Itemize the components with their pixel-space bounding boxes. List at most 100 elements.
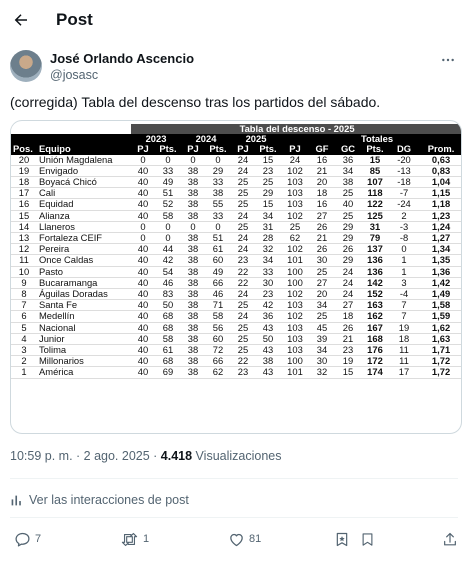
team-name-cell: Medellín bbox=[37, 310, 131, 323]
divider bbox=[10, 478, 458, 479]
table-cell: 83 bbox=[155, 288, 181, 301]
table-cell: 30 bbox=[255, 277, 281, 290]
relegation-table: Tabla del descenso - 2025 2023 2024 2025… bbox=[11, 124, 461, 379]
table-cell: 38 bbox=[181, 187, 205, 200]
table-cell: 25 bbox=[281, 221, 309, 234]
table-cell: -7 bbox=[389, 187, 419, 200]
team-name-cell: Unión Magdalena bbox=[37, 154, 131, 166]
table-cell: 0 bbox=[131, 232, 155, 245]
table-cell: 24 bbox=[335, 288, 361, 301]
table-cell: 21 bbox=[309, 165, 335, 178]
team-name-cell: Fortaleza CEIF bbox=[37, 232, 131, 245]
table-cell: 162 bbox=[361, 310, 389, 323]
team-name-cell: Boyacá Chicó bbox=[37, 176, 131, 189]
table-cell: 1,35 bbox=[419, 254, 461, 267]
table-cell: 1,63 bbox=[419, 333, 461, 346]
table-cell: 38 bbox=[181, 277, 205, 290]
team-name-cell: Millonarios bbox=[37, 355, 131, 368]
table-cell: 40 bbox=[131, 344, 155, 357]
avatar[interactable] bbox=[10, 50, 42, 82]
table-cell: 136 bbox=[361, 266, 389, 278]
post-media[interactable]: Tabla del descenso - 2025 2023 2024 2025… bbox=[10, 120, 462, 434]
table-cell: 0 bbox=[131, 221, 155, 234]
table-row: 8 Águilas Doradas 40 83 38 46 24 23 102 20 24 152 -4… bbox=[11, 288, 461, 301]
table-cell: 40 bbox=[131, 266, 155, 278]
table-cell: 1,62 bbox=[419, 322, 461, 334]
table-cell: 1 bbox=[389, 254, 419, 267]
table-row: 10 Pasto 40 54 38 49 22 33 100 25 24 136 1 1,36 bbox=[11, 266, 461, 278]
table-cell: 72 bbox=[205, 344, 231, 357]
table-cell: 52 bbox=[155, 198, 181, 211]
table-cell: 4 bbox=[11, 333, 37, 346]
table-cell: -13 bbox=[389, 165, 419, 178]
table-row: 9 Bucaramanga 40 46 38 66 22 30 100 27 24 142 3 1,42 bbox=[11, 277, 461, 290]
share-button[interactable] bbox=[442, 528, 458, 550]
repost-button[interactable]: 1 bbox=[120, 528, 149, 550]
column-header: Pts. bbox=[205, 144, 231, 155]
table-cell: 100 bbox=[281, 277, 309, 290]
table-cell: 33 bbox=[205, 176, 231, 189]
table-cell: 36 bbox=[255, 310, 281, 323]
reply-button[interactable]: 7 bbox=[14, 528, 41, 550]
table-cell: 38 bbox=[181, 165, 205, 178]
table-cell: 40 bbox=[131, 299, 155, 312]
table-cell: 49 bbox=[205, 266, 231, 278]
table-cell: 7 bbox=[389, 310, 419, 323]
view-interactions-link[interactable]: Ver las interacciones de post bbox=[10, 491, 189, 509]
like-button[interactable]: 81 bbox=[228, 528, 261, 550]
table-cell: 38 bbox=[181, 232, 205, 245]
team-name-cell: Equidad bbox=[37, 198, 131, 211]
column-header: GC bbox=[335, 144, 361, 155]
table-cell: 13 bbox=[11, 232, 37, 245]
bookmark-button[interactable] bbox=[360, 528, 375, 550]
table-cell: 40 bbox=[131, 198, 155, 211]
table-row: 15 Alianza 40 58 38 33 24 34 102 27 25 125 2 1,23 bbox=[11, 210, 461, 222]
table-cell: 42 bbox=[255, 299, 281, 312]
table-cell: 32 bbox=[309, 366, 335, 379]
more-options-button[interactable] bbox=[438, 50, 458, 70]
table-cell: 19 bbox=[11, 165, 37, 178]
table-cell: 1,04 bbox=[419, 176, 461, 189]
table-cell: 40 bbox=[131, 310, 155, 323]
table-cell: 25 bbox=[231, 299, 255, 312]
like-count: 81 bbox=[249, 533, 262, 545]
table-cell: -3 bbox=[389, 221, 419, 234]
column-header: Equipo bbox=[37, 144, 131, 155]
year-header: 2025 bbox=[231, 134, 281, 145]
table-cell: 168 bbox=[361, 333, 389, 346]
post-timestamp[interactable]: 10:59 p. m. · 2 ago. 2025 · bbox=[10, 449, 161, 463]
table-cell: 40 bbox=[131, 254, 155, 267]
table-cell: 17 bbox=[11, 187, 37, 200]
author-handle[interactable]: @josasc bbox=[50, 68, 99, 82]
table-cell: 15 bbox=[335, 366, 361, 379]
table-cell: 25 bbox=[231, 198, 255, 211]
table-cell: 102 bbox=[281, 210, 309, 222]
table-row: 14 Llaneros 0 0 0 0 25 31 25 26 29 31 -3 1,24 bbox=[11, 221, 461, 234]
table-cell: 142 bbox=[361, 277, 389, 290]
table-cell: 3 bbox=[11, 344, 37, 357]
table-cell: 23 bbox=[335, 344, 361, 357]
table-cell: -8 bbox=[389, 232, 419, 245]
table-cell: 38 bbox=[181, 333, 205, 346]
table-cell: 38 bbox=[205, 187, 231, 200]
table-cell: 60 bbox=[205, 254, 231, 267]
table-cell: 107 bbox=[361, 176, 389, 189]
table-cell: 1,34 bbox=[419, 243, 461, 256]
repost-count: 1 bbox=[143, 533, 150, 545]
table-cell: 28 bbox=[255, 232, 281, 245]
table-cell: 102 bbox=[281, 288, 309, 301]
column-header: PJ bbox=[231, 144, 255, 155]
table-row: 6 Medellín 40 68 38 58 24 36 102 25 18 162 7 1,59 bbox=[11, 310, 461, 323]
table-cell: 15 bbox=[255, 198, 281, 211]
back-button[interactable] bbox=[10, 9, 32, 31]
table-cell: 33 bbox=[155, 165, 181, 178]
table-cell: 26 bbox=[309, 221, 335, 234]
column-header: PJ bbox=[181, 144, 205, 155]
table-cell: 21 bbox=[309, 232, 335, 245]
author-name[interactable]: José Orlando Ascencio bbox=[50, 51, 195, 66]
table-cell: 101 bbox=[281, 254, 309, 267]
grok-button[interactable] bbox=[334, 528, 350, 550]
table-cell: 25 bbox=[231, 176, 255, 189]
column-header: Pts. bbox=[255, 144, 281, 155]
table-cell: 44 bbox=[155, 243, 181, 256]
